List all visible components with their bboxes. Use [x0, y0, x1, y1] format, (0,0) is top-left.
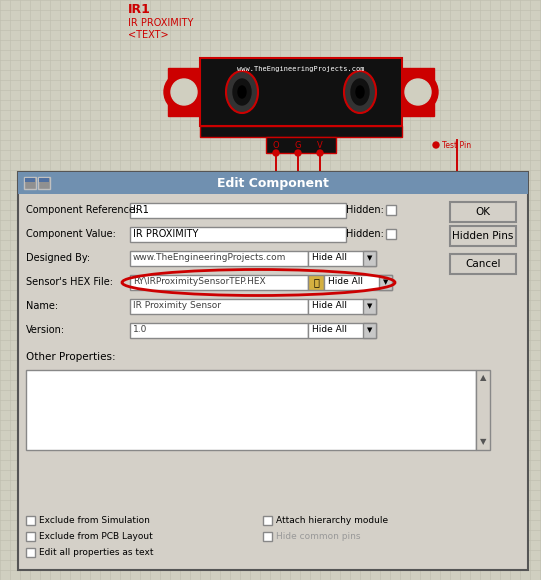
Text: IR PROXIMITY: IR PROXIMITY [128, 18, 193, 28]
FancyBboxPatch shape [130, 323, 308, 338]
FancyBboxPatch shape [266, 137, 336, 153]
FancyBboxPatch shape [200, 58, 402, 126]
Text: Edit all properties as text: Edit all properties as text [39, 548, 154, 557]
Text: Cancel: Cancel [465, 259, 501, 269]
FancyBboxPatch shape [363, 299, 376, 314]
Text: Hidden Pins: Hidden Pins [452, 231, 514, 241]
Circle shape [273, 150, 279, 156]
FancyBboxPatch shape [26, 548, 35, 557]
FancyBboxPatch shape [25, 178, 35, 182]
Text: Edit Component: Edit Component [217, 176, 329, 190]
Ellipse shape [351, 79, 369, 105]
Text: Attach hierarchy module: Attach hierarchy module [276, 516, 388, 525]
Circle shape [171, 79, 197, 105]
Text: www.TheEngineeringProjects.com: www.TheEngineeringProjects.com [133, 253, 286, 263]
Text: 📁: 📁 [313, 277, 319, 287]
Text: IR Proximity Sensor: IR Proximity Sensor [133, 302, 221, 310]
Text: 1.0: 1.0 [133, 325, 147, 335]
Text: Other Properties:: Other Properties: [26, 352, 116, 362]
Text: Designed By:: Designed By: [26, 253, 90, 263]
Text: Component Reference:: Component Reference: [26, 205, 138, 215]
Ellipse shape [356, 86, 364, 98]
FancyBboxPatch shape [308, 299, 376, 314]
FancyBboxPatch shape [38, 177, 50, 189]
FancyBboxPatch shape [39, 178, 49, 182]
FancyBboxPatch shape [26, 370, 476, 450]
FancyBboxPatch shape [450, 226, 516, 246]
FancyBboxPatch shape [450, 202, 516, 222]
Text: www.TheEngineeringProjects.com: www.TheEngineeringProjects.com [237, 66, 365, 72]
FancyBboxPatch shape [130, 227, 346, 242]
FancyBboxPatch shape [18, 172, 528, 194]
Text: <TEXT>: <TEXT> [128, 30, 169, 40]
Ellipse shape [238, 86, 246, 98]
Ellipse shape [226, 71, 258, 113]
FancyBboxPatch shape [363, 251, 376, 266]
Ellipse shape [233, 79, 251, 105]
Text: ▼: ▼ [367, 255, 372, 261]
FancyBboxPatch shape [308, 275, 324, 290]
Text: O: O [273, 140, 279, 150]
FancyBboxPatch shape [263, 516, 272, 525]
Text: Hide All: Hide All [328, 277, 363, 287]
Text: Test Pin: Test Pin [442, 140, 471, 150]
Text: Component Value:: Component Value: [26, 229, 116, 239]
Text: Exclude from Simulation: Exclude from Simulation [39, 516, 150, 525]
FancyBboxPatch shape [263, 532, 272, 541]
Circle shape [164, 72, 204, 112]
FancyBboxPatch shape [130, 251, 308, 266]
Text: G: G [295, 140, 301, 150]
FancyBboxPatch shape [324, 275, 392, 290]
Text: IR PROXIMITY: IR PROXIMITY [133, 229, 199, 239]
FancyBboxPatch shape [130, 275, 308, 290]
FancyBboxPatch shape [168, 68, 200, 116]
Text: Name:: Name: [26, 301, 58, 311]
Circle shape [398, 72, 438, 112]
Text: IR1: IR1 [133, 205, 149, 215]
Text: ▲: ▲ [480, 374, 486, 382]
Circle shape [405, 79, 431, 105]
FancyBboxPatch shape [130, 299, 308, 314]
FancyBboxPatch shape [26, 532, 35, 541]
Text: Hide common pins: Hide common pins [276, 532, 360, 541]
Ellipse shape [344, 71, 376, 113]
FancyBboxPatch shape [379, 275, 392, 290]
FancyBboxPatch shape [450, 254, 516, 274]
Text: IR1: IR1 [128, 3, 151, 16]
Text: RY\IRProximitySensorTEP.HEX: RY\IRProximitySensorTEP.HEX [133, 277, 266, 287]
Text: ▼: ▼ [383, 279, 388, 285]
Circle shape [295, 150, 301, 156]
FancyBboxPatch shape [308, 323, 376, 338]
FancyBboxPatch shape [18, 172, 528, 570]
FancyBboxPatch shape [26, 516, 35, 525]
FancyBboxPatch shape [200, 126, 402, 137]
Text: Sensor's HEX File:: Sensor's HEX File: [26, 277, 113, 287]
FancyBboxPatch shape [386, 229, 396, 239]
Circle shape [317, 150, 323, 156]
Text: ▼: ▼ [480, 437, 486, 447]
Text: ▼: ▼ [367, 303, 372, 309]
Text: ▼: ▼ [367, 327, 372, 333]
FancyBboxPatch shape [308, 251, 376, 266]
FancyBboxPatch shape [24, 177, 36, 189]
Text: OK: OK [476, 207, 491, 217]
Circle shape [433, 142, 439, 148]
Text: Hide All: Hide All [312, 253, 347, 263]
Text: Exclude from PCB Layout: Exclude from PCB Layout [39, 532, 153, 541]
FancyBboxPatch shape [130, 203, 346, 218]
FancyBboxPatch shape [476, 370, 490, 450]
Text: Hidden:: Hidden: [346, 229, 384, 239]
Text: V: V [317, 140, 323, 150]
Text: Hide All: Hide All [312, 325, 347, 335]
FancyBboxPatch shape [363, 323, 376, 338]
FancyBboxPatch shape [402, 68, 434, 116]
FancyBboxPatch shape [386, 205, 396, 215]
Text: Hide All: Hide All [312, 302, 347, 310]
Text: Hidden:: Hidden: [346, 205, 384, 215]
Text: Version:: Version: [26, 325, 65, 335]
